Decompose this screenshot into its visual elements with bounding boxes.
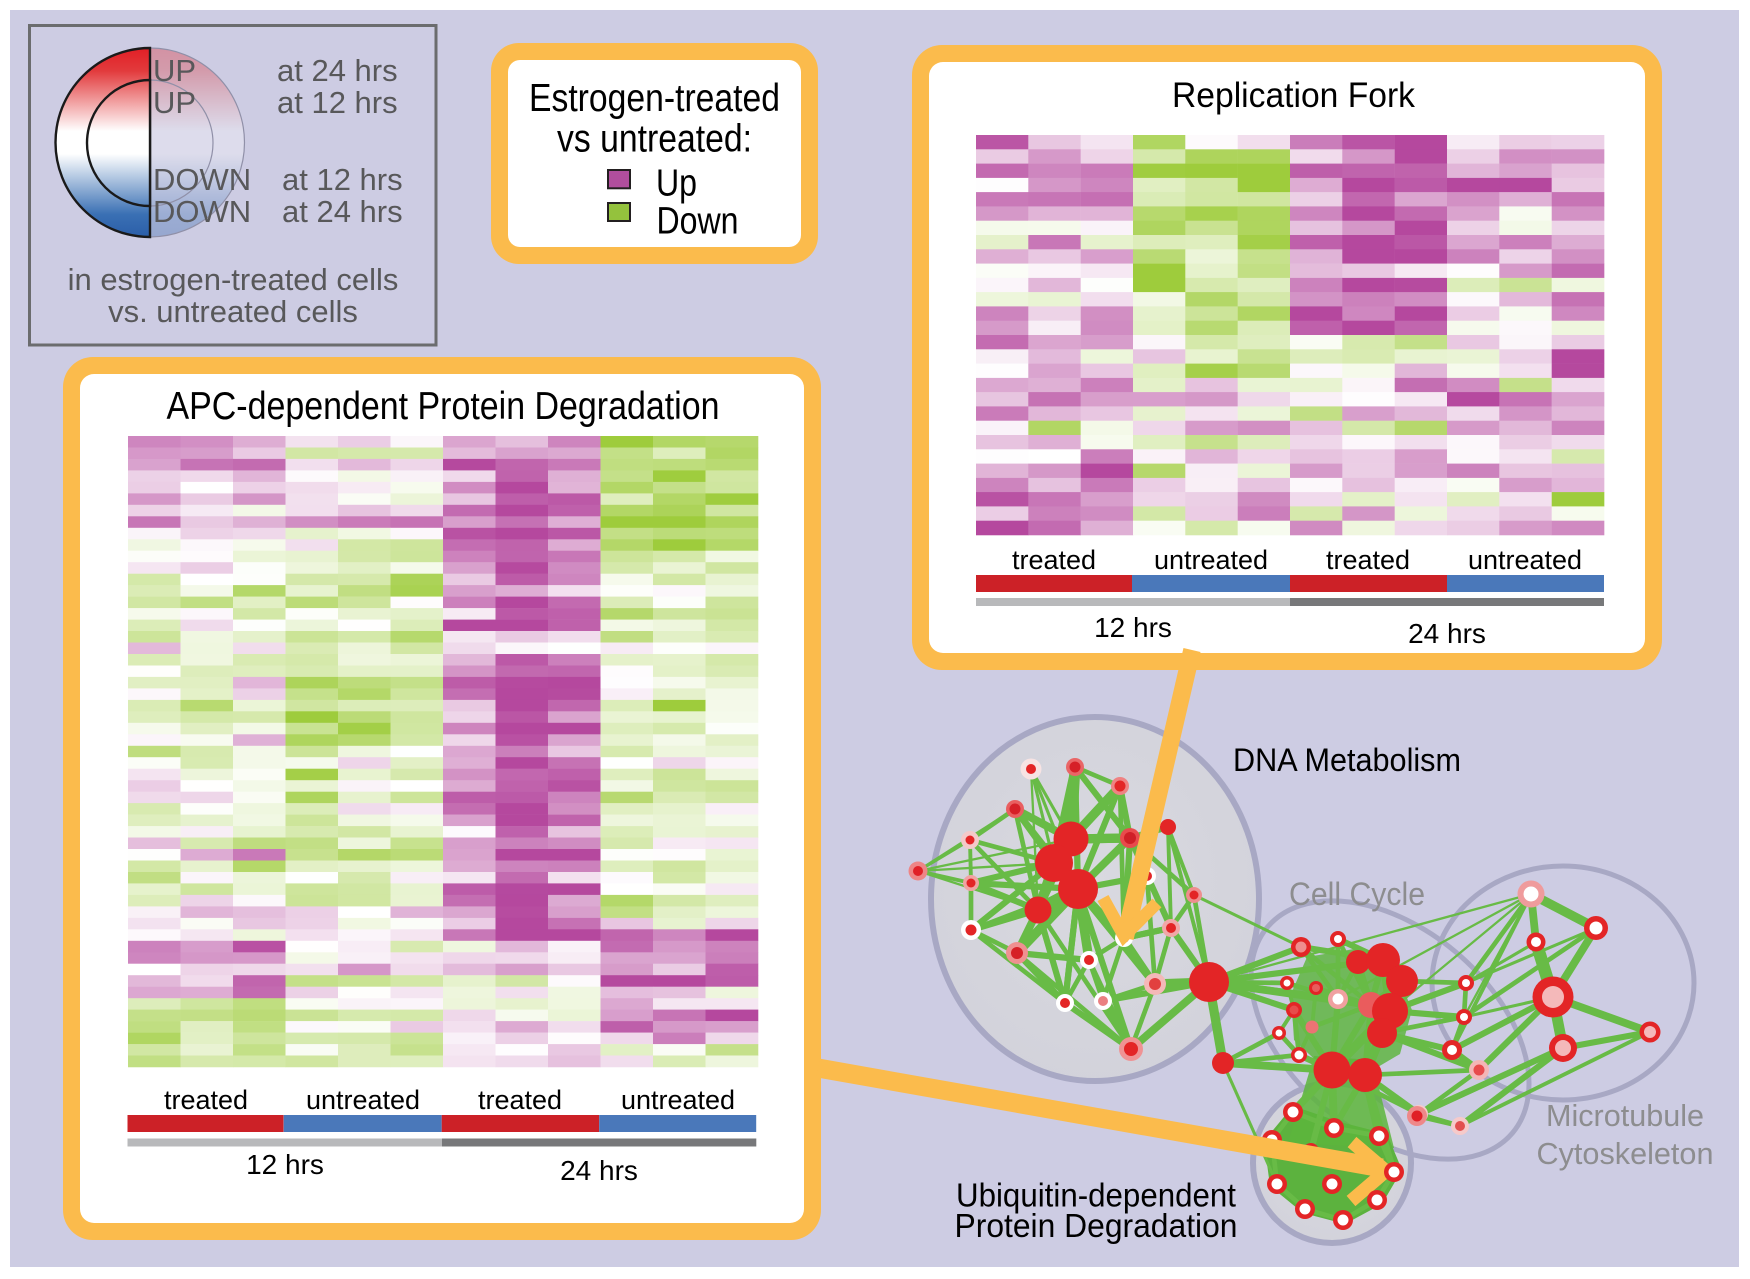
svg-text:vs. untreated cells: vs. untreated cells <box>108 294 358 329</box>
svg-text:at 24 hrs: at 24 hrs <box>277 53 398 88</box>
svg-text:APC-dependent Protein Degradat: APC-dependent Protein Degradation <box>167 385 720 428</box>
svg-text:Down: Down <box>657 201 739 243</box>
svg-text:24 hrs: 24 hrs <box>560 1155 638 1186</box>
svg-text:UP: UP <box>153 53 196 88</box>
svg-text:Replication Fork: Replication Fork <box>1172 76 1415 115</box>
svg-text:untreated: untreated <box>1154 545 1268 575</box>
svg-text:12 hrs: 12 hrs <box>246 1149 324 1180</box>
svg-text:Microtubule: Microtubule <box>1546 1098 1704 1133</box>
svg-text:at 24 hrs: at 24 hrs <box>282 194 403 229</box>
svg-text:at 12 hrs: at 12 hrs <box>277 85 398 120</box>
svg-text:UP: UP <box>153 85 196 120</box>
svg-text:untreated: untreated <box>621 1085 735 1115</box>
svg-text:treated: treated <box>1012 545 1096 575</box>
svg-text:Cell Cycle: Cell Cycle <box>1289 876 1425 912</box>
svg-text:Cytoskeleton: Cytoskeleton <box>1537 1136 1714 1171</box>
svg-text:vs untreated:: vs untreated: <box>557 118 752 161</box>
svg-text:treated: treated <box>164 1085 248 1115</box>
svg-text:DOWN: DOWN <box>153 194 251 229</box>
svg-text:treated: treated <box>478 1085 562 1115</box>
svg-text:Protein Degradation: Protein Degradation <box>955 1207 1238 1244</box>
svg-text:at 12 hrs: at 12 hrs <box>282 162 403 197</box>
svg-text:Estrogen-treated: Estrogen-treated <box>529 77 780 120</box>
svg-text:Ubiquitin-dependent: Ubiquitin-dependent <box>956 1177 1236 1214</box>
svg-text:24 hrs: 24 hrs <box>1408 618 1486 649</box>
svg-text:Up: Up <box>656 163 697 205</box>
svg-text:DNA Metabolism: DNA Metabolism <box>1233 742 1461 778</box>
svg-text:treated: treated <box>1326 545 1410 575</box>
svg-text:DOWN: DOWN <box>153 162 251 197</box>
svg-text:untreated: untreated <box>1468 545 1582 575</box>
svg-text:12 hrs: 12 hrs <box>1094 612 1172 643</box>
svg-text:untreated: untreated <box>306 1085 420 1115</box>
svg-text:in estrogen-treated cells: in estrogen-treated cells <box>68 262 399 297</box>
